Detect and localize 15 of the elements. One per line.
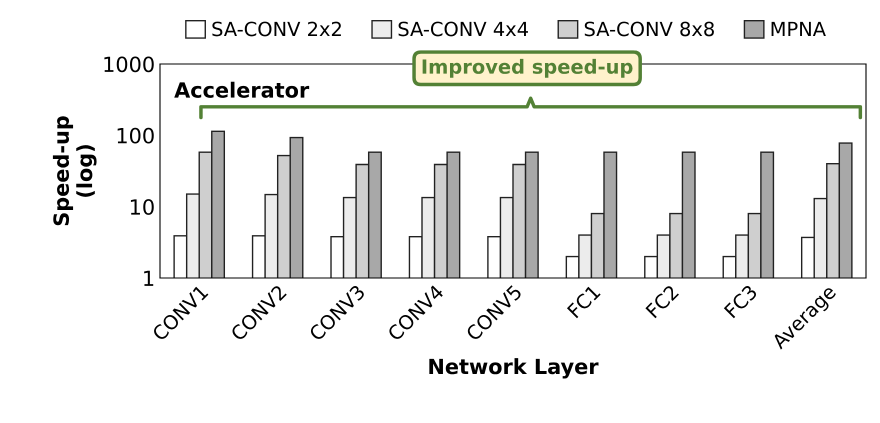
y-tick-label: 100 (118, 128, 154, 144)
legend-label: SA-CONV 2x2 (212, 22, 341, 36)
y-axis-title: Speed-up (log) (52, 116, 97, 226)
x-tick-label: FC1 (566, 284, 601, 318)
y-tick-label: 1000 (104, 56, 154, 72)
annotation: Accelerator (174, 82, 310, 98)
x-tick-label: FC2 (645, 284, 680, 318)
legend-label: SA-CONV 8x8 (584, 22, 714, 36)
legend-label: SA-CONV 4x4 (398, 22, 528, 36)
x-axis-title: Network Layer (429, 358, 599, 379)
y-tick-label: 10 (130, 199, 154, 215)
x-tick-label: FC3 (724, 284, 758, 318)
annotation: Improved speed-up (422, 58, 633, 78)
y-tick-label: 1 (144, 270, 154, 286)
legend-label: MPNA (772, 22, 826, 36)
